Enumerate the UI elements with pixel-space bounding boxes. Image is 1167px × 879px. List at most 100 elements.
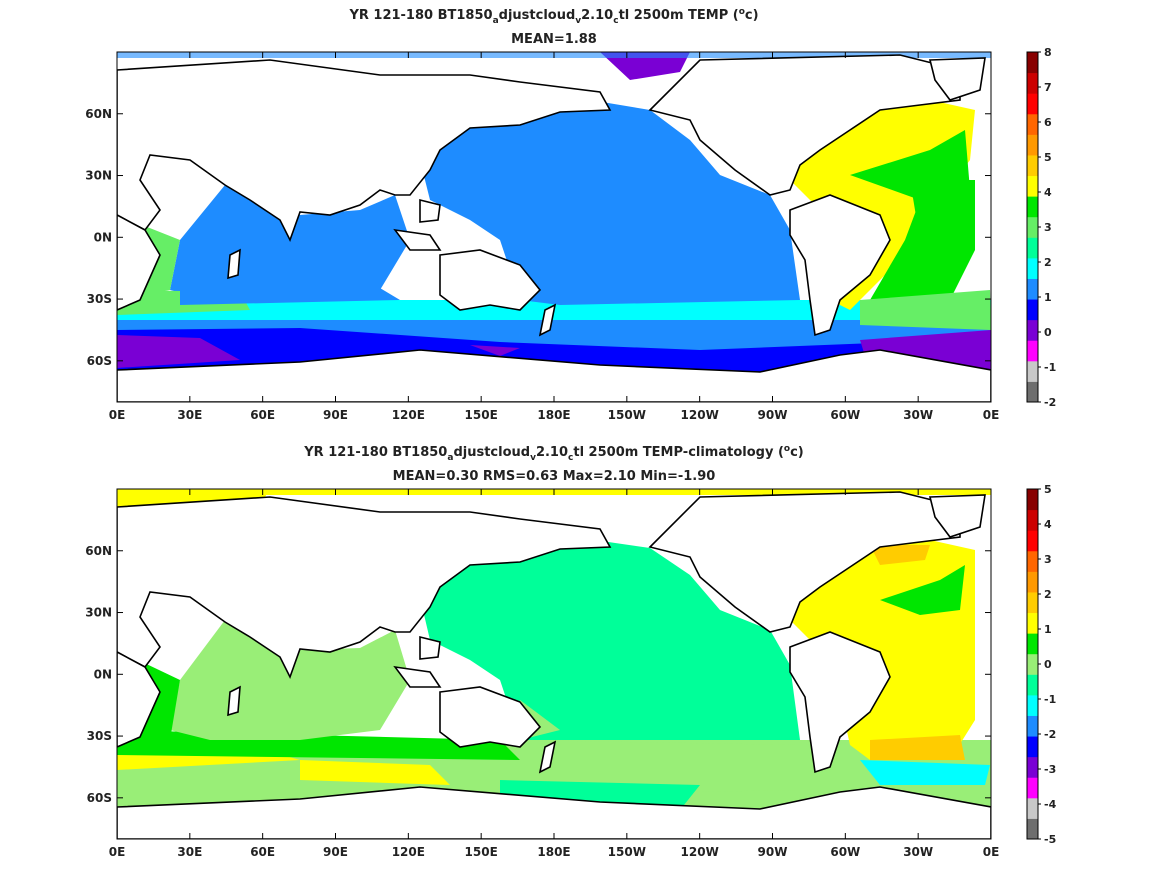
colorbar-segment: [1027, 216, 1038, 238]
panel-bottom-colorbar: 5 4 3 2 1 0 -1 -2 -3 -4 -5: [1026, 483, 1057, 846]
x-tick-label: 0E: [983, 408, 1000, 422]
colorbar-tick-label: 5: [1044, 151, 1052, 164]
y-tick-label: 60S: [87, 791, 112, 805]
colorbar-segment: [1027, 530, 1038, 552]
x-tick-label: 150W: [608, 408, 646, 422]
x-tick-label: 90E: [323, 408, 348, 422]
panel-bottom-map: [117, 489, 991, 839]
colorbar-tick-label: 4: [1044, 518, 1052, 531]
x-tick-label: 90W: [758, 845, 788, 859]
colorbar-segment: [1027, 571, 1038, 593]
y-tick-label: 60N: [85, 544, 112, 558]
panel-top-map: [117, 52, 991, 402]
colorbar-segment: [1027, 154, 1038, 177]
x-tick-label: 150E: [465, 408, 498, 422]
colorbar-segment: [1027, 299, 1038, 321]
y-tick-label: 30N: [85, 606, 112, 620]
x-tick-label: 150E: [465, 845, 498, 859]
colorbar-segment: [1027, 257, 1038, 279]
y-tick-label: 30S: [87, 729, 112, 743]
panel-bottom-x-axis: 0E 30E 60E 90E 120E 150E 180E 150W 120W 90W 60W 30W…: [109, 489, 1000, 859]
colorbar-segment: [1027, 278, 1038, 300]
colorbar-tick-label: 2: [1044, 256, 1052, 269]
panel-bottom-y-axis: 60N 30N 0N 30S 60S: [85, 544, 991, 805]
x-tick-label: 60E: [250, 408, 275, 422]
x-tick-label: 0E: [109, 408, 126, 422]
colorbar-segment: [1027, 52, 1038, 74]
colorbar-segment: [1027, 653, 1038, 675]
x-tick-label: 90W: [758, 408, 788, 422]
colorbar-tick-label: 1: [1044, 623, 1052, 636]
x-tick-label: 30W: [903, 845, 933, 859]
colorbar-segment: [1027, 715, 1038, 737]
colorbar-segment: [1027, 489, 1038, 511]
panel-top-continents: [117, 54, 991, 402]
panel-bottom-continents: [117, 491, 991, 839]
colorbar-tick-label: 3: [1044, 221, 1052, 234]
x-tick-label: 90E: [323, 845, 348, 859]
colorbar-tick-label: 0: [1044, 658, 1052, 671]
colorbar-tick-label: -4: [1044, 798, 1057, 811]
colorbar-segment: [1027, 633, 1038, 655]
colorbar-tick-label: 6: [1044, 116, 1052, 129]
y-tick-label: 60S: [87, 354, 112, 368]
x-tick-label: 60W: [830, 845, 860, 859]
colorbar-segment: [1027, 175, 1038, 197]
x-tick-label: 120W: [681, 408, 719, 422]
panel-top-y-axis: 60N 30N 0N 30S 60S: [85, 107, 991, 368]
colorbar-tick-label: 0: [1044, 326, 1052, 339]
panel-top-x-axis: 0E 30E 60E 90E 120E 150E 180E 150W 120W 90W 60W 30W…: [109, 52, 1000, 422]
colorbar-tick-label: -3: [1044, 763, 1056, 776]
panel-bottom-subtitle: MEAN=0.30 RMS=0.63 Max=2.10 Min=-1.90: [393, 469, 716, 484]
colorbar-tick-label: 4: [1044, 186, 1052, 199]
x-tick-label: 30E: [177, 408, 202, 422]
x-tick-label: 180E: [537, 408, 570, 422]
colorbar-segment: [1027, 818, 1038, 840]
colorbar-tick-label: 1: [1044, 291, 1052, 304]
y-tick-label: 30N: [85, 169, 112, 183]
colorbar-segment: [1027, 134, 1038, 156]
x-tick-label: 120W: [681, 845, 719, 859]
y-tick-label: 0N: [94, 667, 112, 681]
x-tick-label: 120E: [392, 845, 425, 859]
colorbar-segment: [1027, 72, 1038, 94]
colorbar-tick-label: -5: [1044, 833, 1056, 846]
x-tick-label: 120E: [392, 408, 425, 422]
colorbar-tick-label: 2: [1044, 588, 1052, 601]
colorbar-segment: [1027, 381, 1038, 403]
colorbar-segment: [1027, 237, 1038, 259]
colorbar-tick-label: 5: [1044, 483, 1052, 496]
y-tick-label: 60N: [85, 107, 112, 121]
colorbar-segment: [1027, 777, 1038, 799]
colorbar-segment: [1027, 509, 1038, 531]
y-tick-label: 0N: [94, 230, 112, 244]
panel-top-ocean-field: [117, 52, 991, 372]
colorbar-segment: [1027, 93, 1038, 115]
colorbar-tick-label: 7: [1044, 81, 1052, 94]
colorbar-segment: [1027, 612, 1038, 634]
colorbar-segment: [1027, 736, 1038, 758]
x-tick-label: 30E: [177, 845, 202, 859]
panel-top-title: YR 121-180 BT1850adjustcloudv2.10ctl 250…: [348, 7, 758, 26]
x-tick-label: 60E: [250, 845, 275, 859]
panel-bottom: YR 121-180 BT1850adjustcloudv2.10ctl 250…: [85, 444, 1056, 859]
colorbar-tick-label: -1: [1044, 693, 1056, 706]
colorbar-tick-label: 3: [1044, 553, 1052, 566]
panel-top-colorbar: 8 7 6 5 4 3 2 1 0 -1 -2: [1026, 46, 1056, 409]
x-tick-label: 0E: [983, 845, 1000, 859]
x-tick-label: 30W: [903, 408, 933, 422]
colorbar-tick-label: -2: [1044, 396, 1056, 409]
y-tick-label: 30S: [87, 292, 112, 306]
colorbar-segment: [1027, 196, 1038, 218]
colorbar-segment: [1027, 319, 1038, 341]
panel-top-subtitle: MEAN=1.88: [511, 32, 597, 47]
x-tick-label: 60W: [830, 408, 860, 422]
panel-top: YR 121-180 BT1850adjustcloudv2.10ctl 250…: [85, 7, 1056, 422]
colorbar-tick-label: 8: [1044, 46, 1052, 59]
panel-bottom-title: YR 121-180 BT1850adjustcloudv2.10ctl 250…: [303, 444, 804, 463]
x-tick-label: 0E: [109, 845, 126, 859]
colorbar-segment: [1027, 340, 1038, 362]
x-tick-label: 180E: [537, 845, 570, 859]
colorbar-tick-label: -2: [1044, 728, 1056, 741]
